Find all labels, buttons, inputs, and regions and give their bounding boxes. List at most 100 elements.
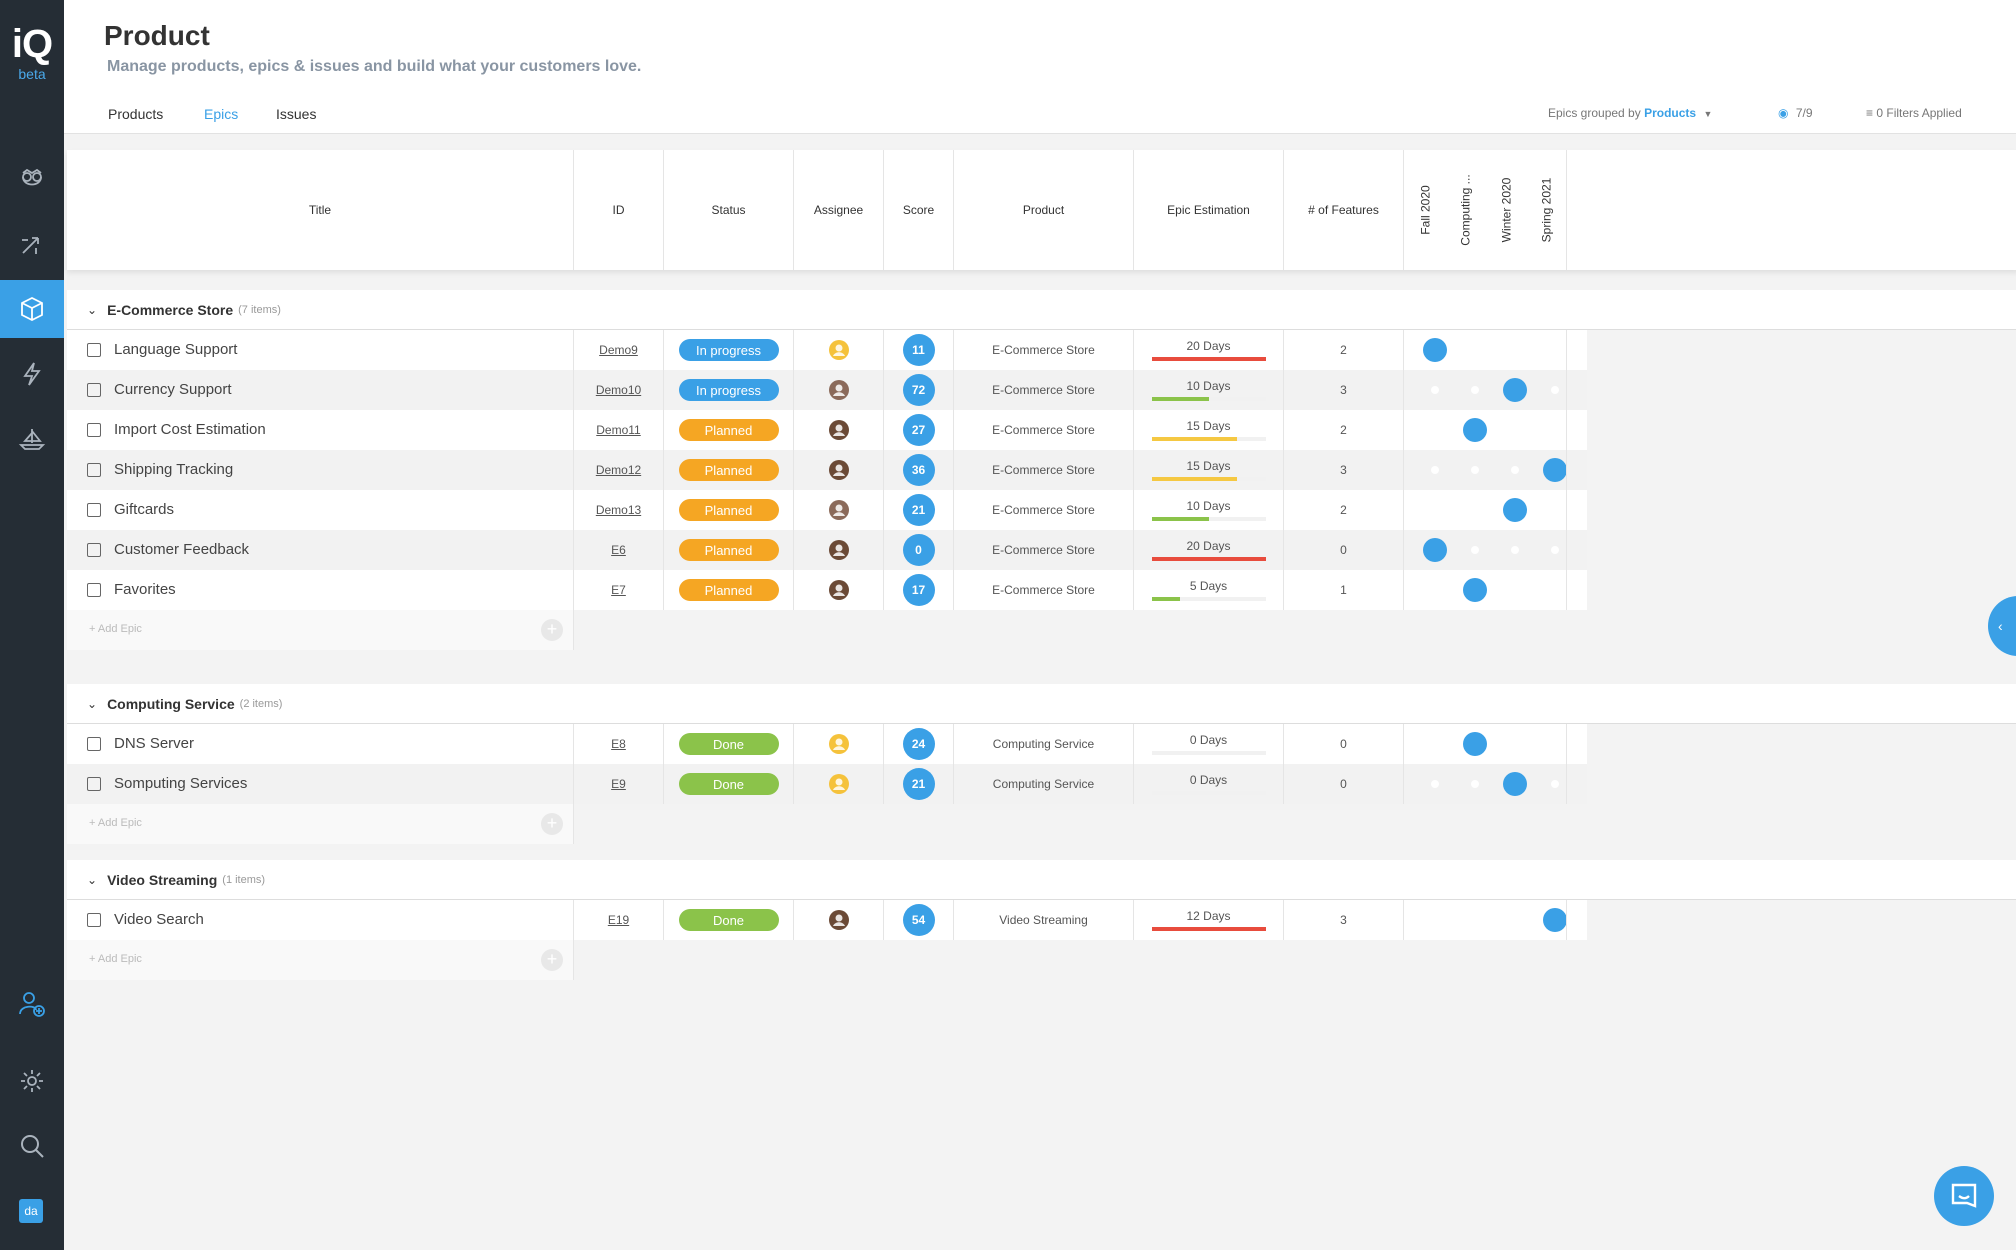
timeline-slot[interactable]	[1431, 506, 1439, 514]
avatar-photo-man[interactable]	[828, 460, 849, 480]
epic-title[interactable]: DNS Server	[114, 735, 195, 752]
timeline-marker[interactable]	[1543, 908, 1567, 932]
timeline-slot[interactable]	[1471, 386, 1479, 394]
timeline-slot[interactable]	[1471, 916, 1479, 924]
avatar-photo-man[interactable]	[828, 910, 849, 930]
col-winter-2020[interactable]: Winter 2020	[1499, 177, 1514, 243]
status-badge[interactable]: Planned	[678, 459, 779, 481]
timeline-slot[interactable]	[1551, 346, 1559, 354]
timeline-marker[interactable]	[1503, 378, 1527, 402]
user-placeholder-icon[interactable]	[828, 774, 849, 794]
group-header[interactable]: ⌄ Video Streaming (1 items)	[67, 860, 2016, 900]
nav-add-user[interactable]	[0, 975, 64, 1033]
col-id[interactable]: ID	[574, 150, 664, 270]
table-row[interactable]: Video Search E19 Done 54 Video Streaming	[67, 900, 1587, 940]
timeline-slot[interactable]	[1471, 466, 1479, 474]
status-badge[interactable]: Planned	[678, 499, 779, 521]
col-estimation[interactable]: Epic Estimation	[1134, 150, 1284, 270]
avatar-photo-man[interactable]	[828, 420, 849, 440]
row-checkbox[interactable]	[87, 343, 101, 357]
tab-products[interactable]: Products	[108, 106, 164, 122]
avatar-photo-man[interactable]	[828, 540, 849, 560]
timeline-slot[interactable]	[1511, 586, 1519, 594]
filters-control[interactable]: ≡ 0 Filters Applied	[1866, 106, 1962, 120]
nav-settings[interactable]	[0, 1052, 64, 1110]
table-row[interactable]: Currency Support Demo10 In progress 72 E…	[67, 370, 1587, 410]
status-badge[interactable]: Planned	[678, 419, 779, 441]
col-spring-2021[interactable]: Spring 2021	[1539, 177, 1553, 243]
app-logo[interactable]: iQ beta	[0, 22, 64, 82]
add-epic-row[interactable]: + Add Epic +	[67, 940, 574, 980]
group-header[interactable]: ⌄ Computing Service (2 items)	[67, 684, 2016, 724]
epic-title[interactable]: Import Cost Estimation	[114, 421, 266, 438]
timeline-slot[interactable]	[1551, 586, 1559, 594]
timeline-marker[interactable]	[1503, 772, 1527, 796]
col-fall-2020[interactable]: Fall 2020	[1419, 185, 1433, 235]
timeline-slot[interactable]	[1551, 546, 1559, 554]
epic-id-link[interactable]: E19	[607, 913, 630, 927]
plus-icon[interactable]: +	[541, 949, 563, 971]
timeline-slot[interactable]	[1431, 740, 1439, 748]
nav-search[interactable]	[0, 1117, 64, 1175]
timeline-slot[interactable]	[1511, 740, 1519, 748]
table-row[interactable]: Language Support Demo9 In progress 11 E-…	[67, 330, 1587, 370]
avatar-photo-woman[interactable]	[828, 380, 849, 400]
status-badge[interactable]: Done	[678, 909, 779, 931]
timeline-slot[interactable]	[1551, 506, 1559, 514]
chat-button[interactable]	[1934, 1166, 1994, 1226]
nav-owl[interactable]	[0, 150, 64, 208]
epic-title[interactable]: Video Search	[114, 911, 204, 928]
nav-lightning[interactable]	[0, 345, 64, 403]
status-badge[interactable]: In progress	[678, 379, 779, 401]
col-computing[interactable]: Computing ...	[1459, 174, 1473, 246]
timeline-slot[interactable]	[1431, 426, 1439, 434]
epic-title[interactable]: Favorites	[114, 581, 176, 598]
row-checkbox[interactable]	[87, 383, 101, 397]
chevron-down-icon[interactable]: ⌄	[87, 872, 98, 887]
col-status[interactable]: Status	[664, 150, 794, 270]
add-epic-label[interactable]: + Add Epic	[89, 623, 142, 635]
epic-id-link[interactable]: E9	[611, 777, 626, 791]
status-badge[interactable]: Done	[678, 733, 779, 755]
table-row[interactable]: Shipping Tracking Demo12 Planned 36 E-Co…	[67, 450, 1587, 490]
row-checkbox[interactable]	[87, 423, 101, 437]
row-checkbox[interactable]	[87, 737, 101, 751]
epic-id-link[interactable]: Demo11	[596, 423, 641, 437]
add-epic-label[interactable]: + Add Epic	[89, 953, 142, 965]
timeline-slot[interactable]	[1551, 426, 1559, 434]
epic-title[interactable]: Language Support	[114, 341, 238, 358]
col-score[interactable]: Score	[884, 150, 954, 270]
group-by-control[interactable]: Epics grouped by Products ▼	[1548, 106, 1712, 120]
timeline-marker[interactable]	[1503, 498, 1527, 522]
timeline-marker[interactable]	[1543, 458, 1567, 482]
plus-icon[interactable]: +	[541, 619, 563, 641]
avatar-photo-woman[interactable]	[828, 500, 849, 520]
avatar-photo-man[interactable]	[828, 580, 849, 600]
timeline-slot[interactable]	[1551, 740, 1559, 748]
user-placeholder-icon[interactable]	[828, 734, 849, 754]
table-row[interactable]: Import Cost Estimation Demo11 Planned 27…	[67, 410, 1587, 450]
timeline-marker[interactable]	[1463, 578, 1487, 602]
col-features[interactable]: # of Features	[1284, 150, 1404, 270]
timeline-slot[interactable]	[1511, 916, 1519, 924]
user-placeholder-icon[interactable]	[828, 340, 849, 360]
timeline-slot[interactable]	[1431, 466, 1439, 474]
timeline-slot[interactable]	[1511, 546, 1519, 554]
row-checkbox[interactable]	[87, 777, 101, 791]
tab-issues[interactable]: Issues	[276, 106, 317, 122]
table-row[interactable]: Customer Feedback E6 Planned 0 E-Commerc…	[67, 530, 1587, 570]
row-checkbox[interactable]	[87, 583, 101, 597]
row-checkbox[interactable]	[87, 543, 101, 557]
group-header[interactable]: ⌄ E-Commerce Store (7 items)	[67, 290, 2016, 330]
status-badge[interactable]: In progress	[678, 339, 779, 361]
epic-title[interactable]: Giftcards	[114, 501, 175, 518]
epic-title[interactable]: Customer Feedback	[114, 541, 250, 558]
status-badge[interactable]: Done	[678, 773, 779, 795]
table-row[interactable]: Giftcards Demo13 Planned 21 E-Commerce S…	[67, 490, 1587, 530]
row-checkbox[interactable]	[87, 463, 101, 477]
table-row[interactable]: Somputing Services E9 Done 21 Computing …	[67, 764, 1587, 804]
epic-id-link[interactable]: E8	[611, 737, 626, 751]
nav-strategy[interactable]	[0, 215, 64, 273]
add-epic-row[interactable]: + Add Epic +	[67, 804, 574, 844]
epic-id-link[interactable]: Demo12	[595, 463, 642, 477]
